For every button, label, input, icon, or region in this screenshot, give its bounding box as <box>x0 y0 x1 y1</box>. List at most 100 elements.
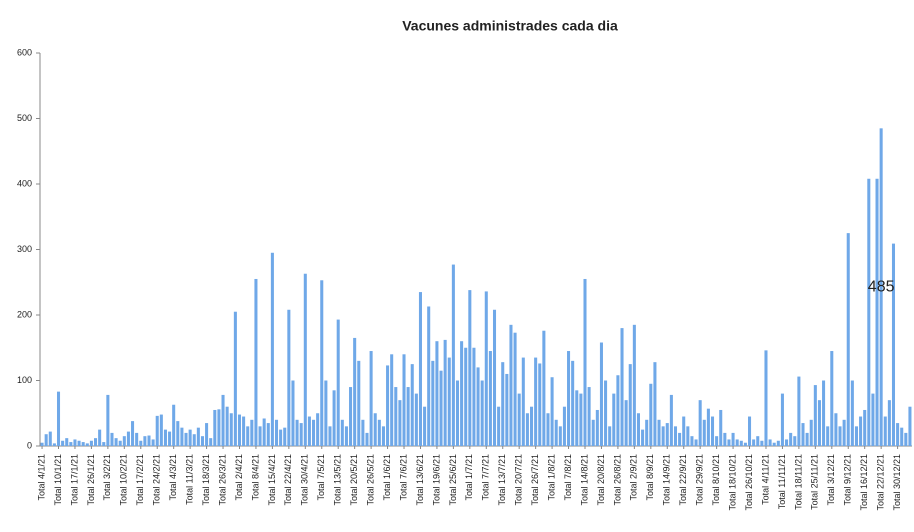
bar <box>908 406 912 446</box>
bar <box>254 278 258 446</box>
bar <box>509 324 513 446</box>
bar <box>168 431 172 446</box>
x-tick-label: Total 26/7/21 <box>530 454 540 506</box>
x-tick-label: Total 1/6/21 <box>382 454 392 501</box>
x-tick-label: Total 1/7/21 <box>464 454 474 501</box>
x-tick-label: Total 8/10/21 <box>711 454 721 506</box>
bar <box>427 306 431 446</box>
bar <box>678 432 682 446</box>
bar <box>542 330 546 446</box>
bar <box>715 436 719 446</box>
bar <box>349 387 353 446</box>
bar <box>246 426 250 446</box>
bar <box>221 394 225 446</box>
bar <box>135 432 139 446</box>
bar <box>468 290 472 446</box>
bar <box>316 413 320 446</box>
x-tick-label: Total 30/4/21 <box>300 454 310 506</box>
bar <box>492 309 497 446</box>
bar <box>850 380 854 446</box>
bar <box>748 416 752 446</box>
x-tick-label: Total 3/2/21 <box>102 454 112 501</box>
bar <box>645 419 649 446</box>
x-tick-label: Total 22/4/21 <box>283 454 293 506</box>
bar <box>604 380 608 446</box>
bar <box>698 400 702 446</box>
bar <box>793 436 797 446</box>
bar <box>599 342 603 446</box>
bar <box>106 394 110 446</box>
bar <box>785 439 789 446</box>
bar <box>620 328 624 446</box>
bar <box>817 400 821 446</box>
bar <box>525 413 529 446</box>
bar <box>624 400 628 446</box>
bar <box>139 440 143 446</box>
y-tick-label: 300 <box>17 244 32 254</box>
bar <box>410 364 414 446</box>
x-tick-label: Total 14/9/21 <box>662 454 672 506</box>
bar <box>636 413 640 446</box>
bar <box>875 178 879 446</box>
bar <box>558 426 562 446</box>
bar <box>608 426 612 446</box>
bar <box>649 383 653 446</box>
x-tick-label: Total 11/11/21 <box>777 454 787 509</box>
bar <box>562 406 566 446</box>
bar <box>460 341 464 446</box>
bar <box>735 439 739 446</box>
bar <box>217 409 221 446</box>
x-tick-label: Total 7/6/21 <box>398 454 408 501</box>
bar <box>632 324 636 446</box>
bar <box>863 409 867 446</box>
bar <box>373 413 377 446</box>
x-tick-label: Total 25/11/21 <box>810 454 820 510</box>
bar <box>727 439 731 446</box>
bar <box>328 426 332 446</box>
bar <box>122 436 126 446</box>
bar <box>896 423 900 446</box>
bar <box>48 431 52 446</box>
bar <box>657 419 661 446</box>
bar <box>521 357 525 446</box>
bar <box>110 432 114 446</box>
y-tick-label: 500 <box>17 113 32 123</box>
bar <box>209 438 213 446</box>
bar <box>661 426 665 446</box>
bar <box>40 442 44 446</box>
bar <box>682 416 686 446</box>
x-tick-label: Total 4/3/21 <box>168 454 178 501</box>
x-tick-label: Total 7/7/21 <box>481 454 491 501</box>
bar <box>879 128 883 446</box>
bar <box>760 440 764 446</box>
bar <box>571 360 575 446</box>
bar <box>406 387 410 446</box>
bar <box>776 440 780 446</box>
bar <box>357 360 361 446</box>
bar <box>52 443 56 446</box>
bar <box>213 409 217 446</box>
x-tick-label: Total 26/8/21 <box>612 454 622 506</box>
bar <box>205 423 209 446</box>
bar <box>530 406 534 446</box>
bar <box>258 426 262 446</box>
bar <box>279 429 283 446</box>
bar <box>398 400 402 446</box>
x-tick-label: Total 3/12/21 <box>826 454 836 506</box>
bar <box>418 292 422 446</box>
bar <box>180 427 184 446</box>
bar <box>822 380 826 446</box>
bar <box>336 319 340 446</box>
x-tick-label: Total 17/1/21 <box>69 454 79 506</box>
bar <box>340 419 344 446</box>
bar <box>653 362 657 446</box>
bar <box>867 178 871 446</box>
bar <box>312 419 316 446</box>
x-tick-label: Total 13/6/21 <box>415 454 425 506</box>
bar <box>472 347 476 446</box>
x-tick-label: Total 7/5/21 <box>316 454 326 501</box>
bar <box>859 416 863 446</box>
x-tick-label: Total 18/11/21 <box>793 454 803 510</box>
bar <box>176 421 180 446</box>
